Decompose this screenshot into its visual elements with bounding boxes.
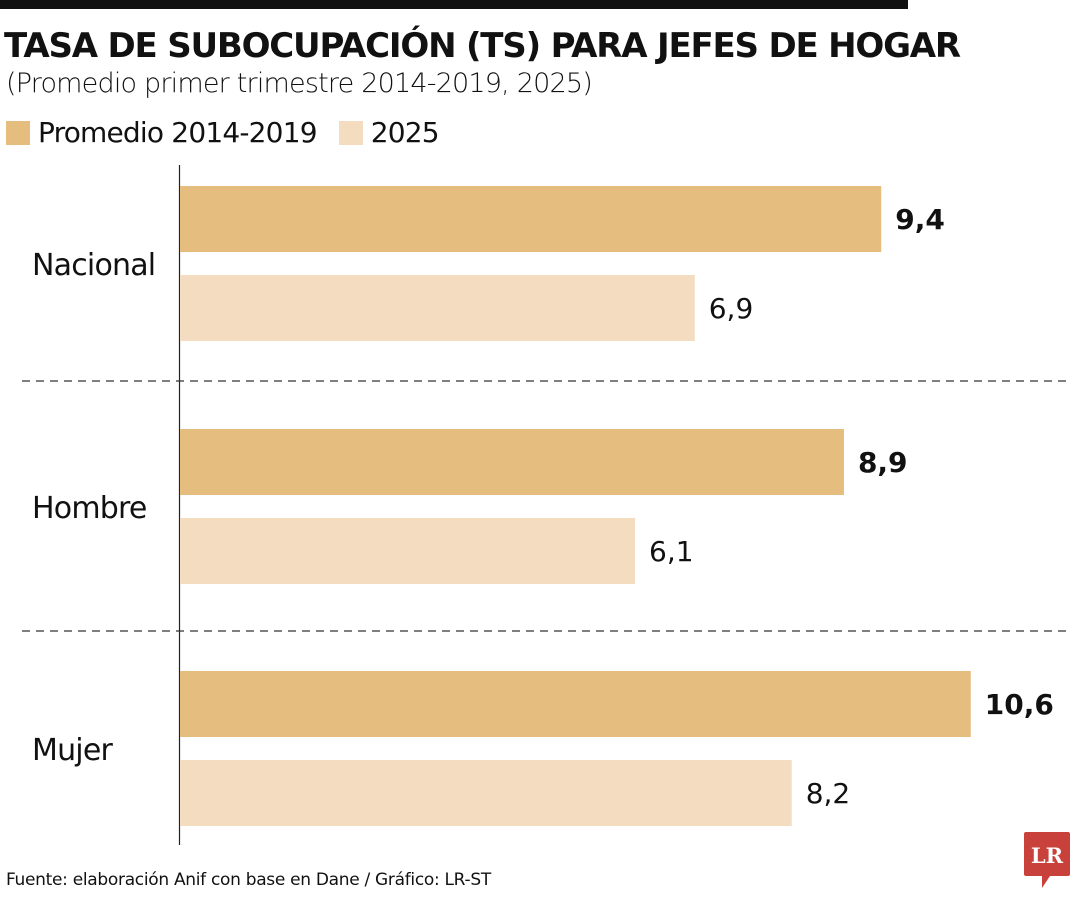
- data-label: 6,9: [709, 292, 754, 325]
- legend-label-series1: Promedio 2014-2019: [38, 116, 318, 149]
- data-label: 6,1: [649, 535, 694, 568]
- data-label: 8,9: [858, 446, 908, 479]
- bar-promedio: [180, 186, 882, 252]
- top-rule: [0, 0, 908, 9]
- bar-2025: [180, 518, 636, 584]
- chart-title: TASA DE SUBOCUPACIÓN (TS) PARA JEFES DE …: [4, 26, 961, 66]
- legend: Promedio 2014-2019 2025: [6, 116, 461, 149]
- legend-swatch-series1: [6, 120, 30, 145]
- lr-logo: LR: [1024, 832, 1070, 888]
- chart-subtitle: (Promedio primer trimestre 2014-2019, 20…: [6, 68, 593, 99]
- category-label: Hombre: [32, 491, 147, 526]
- bar-promedio: [180, 671, 971, 737]
- source-note: Fuente: elaboración Anif con base en Dan…: [6, 870, 491, 890]
- data-label: 8,2: [806, 777, 851, 810]
- data-label: 10,6: [985, 688, 1054, 721]
- svg-text:LR: LR: [1031, 843, 1064, 868]
- legend-label-series2: 2025: [370, 116, 440, 149]
- bar-2025: [180, 760, 792, 826]
- legend-swatch-series2: [338, 120, 363, 145]
- bar-2025: [180, 275, 695, 341]
- category-label: Nacional: [32, 248, 155, 283]
- category-label: Mujer: [32, 733, 113, 768]
- bar-promedio: [180, 429, 844, 495]
- data-label: 9,4: [895, 203, 945, 236]
